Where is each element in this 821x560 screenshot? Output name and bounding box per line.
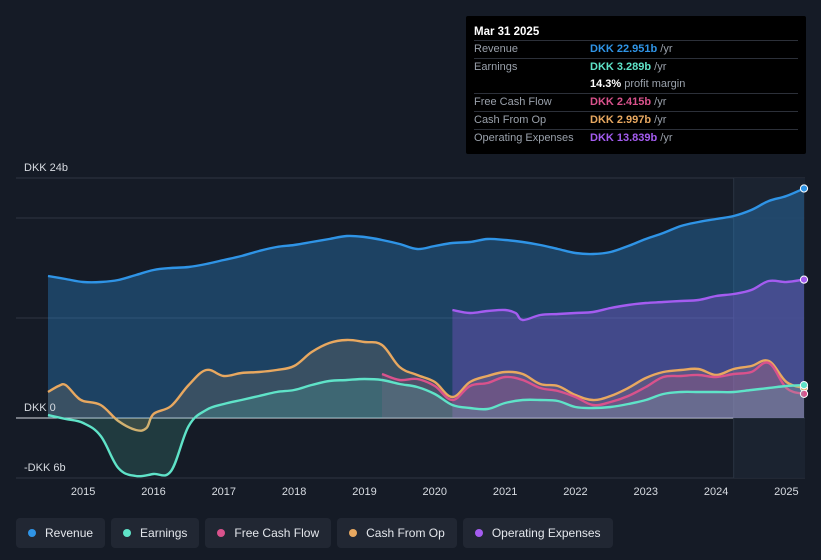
- legend-item-free-cash-flow[interactable]: Free Cash Flow: [205, 518, 332, 548]
- tooltip-row-value: DKK 13.839b: [590, 132, 658, 144]
- legend-item-revenue[interactable]: Revenue: [16, 518, 106, 548]
- x-tick-label: 2024: [704, 486, 728, 498]
- tooltip-row-value: DKK 2.415b: [590, 96, 652, 108]
- legend-dot-icon: [474, 529, 483, 537]
- legend-label: Earnings: [140, 526, 188, 540]
- x-tick-label: 2017: [212, 486, 236, 498]
- legend-label: Operating Expenses: [491, 526, 601, 540]
- tooltip-row: Earnings DKK 3.289b/yr: [474, 58, 798, 76]
- tooltip-row-unit: /yr: [654, 114, 667, 126]
- tooltip-row-value: 14.3%: [590, 78, 622, 90]
- tooltip-row: Operating Expenses DKK 13.839b/yr: [474, 129, 798, 147]
- grid-layer: [16, 177, 805, 479]
- tooltip-row: Cash From Op DKK 2.997b/yr: [474, 111, 798, 129]
- earnings-area: [48, 379, 804, 477]
- series-layer: [47, 184, 809, 478]
- legend-dot-icon: [123, 529, 132, 537]
- tooltip-row-value: DKK 3.289b: [590, 61, 652, 73]
- tooltip-row-value: DKK 2.997b: [590, 114, 652, 126]
- cfo-line: [47, 338, 805, 432]
- x-tick-label: 2021: [493, 486, 517, 498]
- x-tick-label: 2016: [141, 486, 165, 498]
- x-tick-label: 2022: [563, 486, 587, 498]
- tooltip-panel: Mar 31 2025 Revenue DKK 22.951b/yr Earning…: [466, 16, 806, 154]
- y-axis-label: -DKK 6b: [24, 462, 66, 474]
- tooltip-row-unit: /yr: [660, 43, 673, 55]
- legend-dot-icon: [217, 529, 226, 537]
- tooltip-row-unit: /yr: [654, 96, 667, 108]
- x-tick-label: 2018: [282, 486, 306, 498]
- revenue-area: [48, 188, 804, 418]
- cfo-area: [48, 339, 804, 431]
- tooltip-row-label: Cash From Op: [474, 114, 547, 126]
- label-layer: DKK 24b DKK 0 -DKK 6b 2015 2016 2017 2018 2019 2…: [24, 162, 799, 498]
- earnings-end-point: [799, 381, 809, 390]
- fcf-end-point: [799, 389, 809, 398]
- fcf-area: [382, 362, 804, 418]
- x-tick-label: 2019: [352, 486, 376, 498]
- tooltip-row-unit: profit margin: [624, 78, 686, 90]
- x-tick-label: 2025: [774, 486, 798, 498]
- legend-label: Revenue: [45, 526, 94, 540]
- legend-label: Cash From Op: [366, 526, 445, 540]
- tooltip-row-label: Operating Expenses: [474, 132, 574, 144]
- tooltip-row-label: [474, 76, 590, 93]
- fcf-line: [381, 361, 805, 407]
- x-tick-label: 2015: [71, 486, 95, 498]
- x-tick-label: 2020: [423, 486, 447, 498]
- y-axis-label: DKK 0: [24, 402, 56, 414]
- tooltip-row: Revenue DKK 22.951b/yr: [474, 40, 798, 58]
- tooltip-row-label: Revenue: [474, 43, 519, 55]
- tooltip-row-unit: /yr: [660, 132, 673, 144]
- earnings-line: [47, 377, 805, 478]
- legend-item-operating-expenses[interactable]: Operating Expenses: [462, 518, 613, 548]
- legend-dot-icon: [349, 529, 358, 537]
- tooltip-row: Free Cash Flow DKK 2.415b/yr: [474, 93, 798, 111]
- legend-dot-icon: [28, 529, 36, 537]
- opex-end-point: [799, 275, 809, 284]
- tooltip-row-unit: /yr: [654, 61, 667, 73]
- legend-item-earnings[interactable]: Earnings: [111, 518, 200, 548]
- highlight-layer: [733, 178, 805, 478]
- tooltip-row-value: DKK 22.951b: [590, 43, 658, 55]
- revenue-line: [47, 187, 805, 284]
- tooltip-date: Mar 31 2025: [474, 26, 540, 38]
- tooltip-row-label: Earnings: [474, 61, 518, 73]
- tooltip-row: 14.3% profit margin: [474, 76, 798, 93]
- y-axis-label: DKK 24b: [24, 162, 68, 174]
- opex-line: [452, 278, 805, 322]
- tooltip-row-label: Free Cash Flow: [474, 96, 552, 108]
- forecast-highlight-band: [733, 178, 805, 478]
- legend-item-cash-from-op[interactable]: Cash From Op: [337, 518, 457, 548]
- legend-label: Free Cash Flow: [234, 526, 320, 540]
- chart-legend: Revenue Earnings Free Cash Flow Cash From O…: [16, 518, 613, 548]
- revenue-end-point: [799, 184, 809, 193]
- x-tick-label: 2023: [634, 486, 658, 498]
